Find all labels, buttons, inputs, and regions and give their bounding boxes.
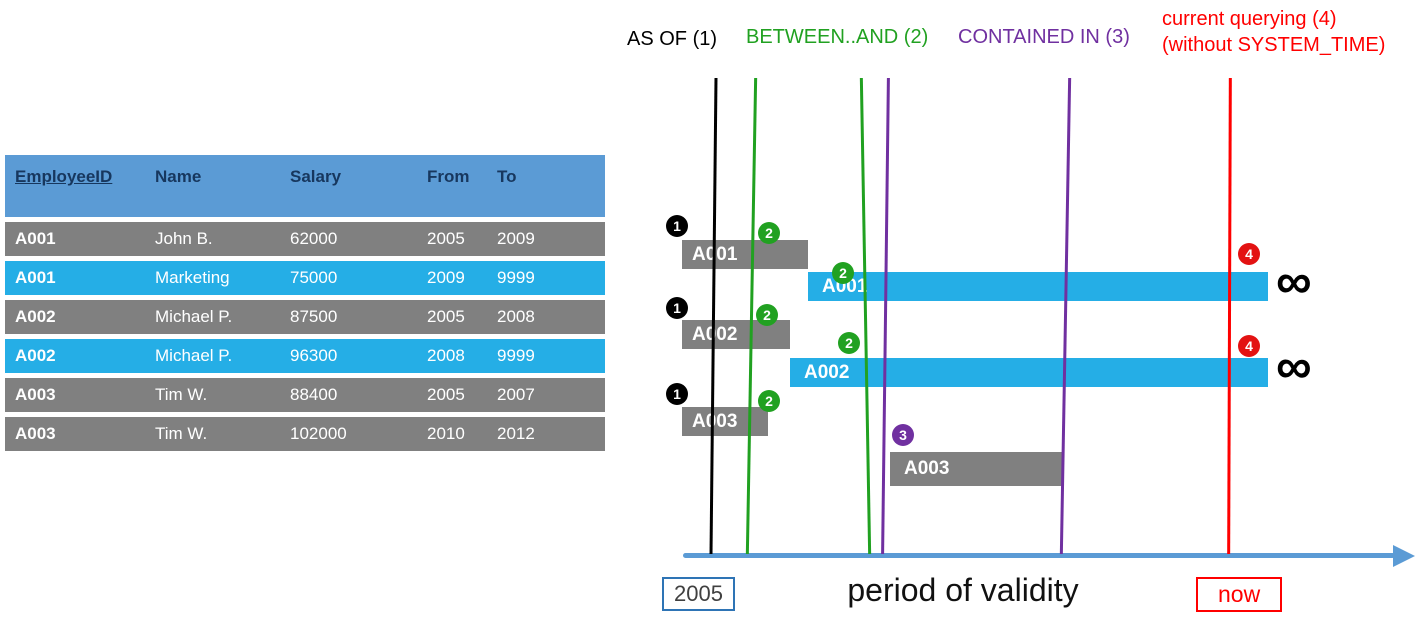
table-row: A001 Marketing 75000 2009 9999 bbox=[5, 261, 605, 295]
employee-history-table-panel: EmployeeID Name Salary From To A001 John… bbox=[5, 150, 605, 456]
contained-end-line bbox=[1059, 78, 1072, 554]
validity-bar-a002-current: A002 bbox=[790, 358, 1268, 387]
cell-employeeid: A003 bbox=[5, 417, 145, 451]
marker-1-as-of: 1 bbox=[666, 383, 688, 405]
column-header-employeeid: EmployeeID bbox=[5, 155, 145, 217]
now-line bbox=[1227, 77, 1232, 555]
bar-label: A001 bbox=[682, 244, 737, 266]
validity-bar-a003-history-2: A003 bbox=[890, 452, 1062, 486]
cell-name: Michael P. bbox=[145, 339, 280, 373]
cell-to: 2007 bbox=[487, 378, 605, 412]
cell-name: John B. bbox=[145, 222, 280, 256]
legend-contained-in: CONTAINED IN (3) bbox=[958, 26, 1130, 48]
validity-bar-a001-history: A001 bbox=[682, 240, 808, 269]
marker-2-between: 2 bbox=[838, 332, 860, 354]
bar-label: A003 bbox=[904, 458, 950, 479]
cell-salary: 87500 bbox=[280, 300, 417, 334]
marker-4-current: 4 bbox=[1238, 335, 1260, 357]
cell-name: Tim W. bbox=[145, 417, 280, 451]
marker-4-current: 4 bbox=[1238, 243, 1260, 265]
validity-bar-a002-history: A002 bbox=[682, 320, 790, 349]
infinity-symbol: ∞ bbox=[1276, 338, 1312, 394]
legend-current-querying: current querying (4) bbox=[1162, 8, 1337, 30]
cell-to: 9999 bbox=[487, 339, 605, 373]
table-row: A003 Tim W. 88400 2005 2007 bbox=[5, 378, 605, 412]
validity-bar-a003-history-1: A003 bbox=[682, 407, 768, 436]
axis-now-label: now bbox=[1196, 577, 1283, 612]
infinity-symbol: ∞ bbox=[1276, 253, 1312, 309]
column-header-from: From bbox=[417, 155, 487, 217]
table-row: A003 Tim W. 102000 2010 2012 bbox=[5, 417, 605, 451]
marker-1-as-of: 1 bbox=[666, 297, 688, 319]
cell-to: 9999 bbox=[487, 261, 605, 295]
cell-name: Tim W. bbox=[145, 378, 280, 412]
employee-history-table: EmployeeID Name Salary From To A001 John… bbox=[5, 150, 605, 456]
bar-label: A002 bbox=[804, 361, 850, 383]
marker-1-as-of: 1 bbox=[666, 215, 688, 237]
cell-salary: 96300 bbox=[280, 339, 417, 373]
contained-start-line bbox=[881, 77, 890, 555]
cell-from: 2005 bbox=[417, 378, 487, 412]
legend-without-system-time: (without SYSTEM_TIME) bbox=[1162, 34, 1386, 56]
between-end-line bbox=[859, 78, 872, 554]
cell-salary: 75000 bbox=[280, 261, 417, 295]
time-axis-arrowhead bbox=[1393, 545, 1415, 567]
cell-name: Marketing bbox=[145, 261, 280, 295]
axis-title: period of validity bbox=[847, 572, 1079, 608]
cell-salary: 102000 bbox=[280, 417, 417, 451]
bar-label: A001 bbox=[822, 275, 868, 297]
cell-from: 2005 bbox=[417, 300, 487, 334]
cell-salary: 62000 bbox=[280, 222, 417, 256]
time-axis bbox=[683, 553, 1395, 558]
bar-label: A002 bbox=[682, 324, 737, 346]
marker-2-between: 2 bbox=[832, 262, 854, 284]
as-of-line bbox=[709, 77, 718, 555]
cell-from: 2010 bbox=[417, 417, 487, 451]
marker-2-between: 2 bbox=[756, 304, 778, 326]
column-header-salary: Salary bbox=[280, 155, 417, 217]
cell-salary: 88400 bbox=[280, 378, 417, 412]
column-header-to: To bbox=[487, 155, 605, 217]
cell-employeeid: A001 bbox=[5, 261, 145, 295]
cell-from: 2005 bbox=[417, 222, 487, 256]
marker-2-between: 2 bbox=[758, 390, 780, 412]
table-header-row: EmployeeID Name Salary From To bbox=[5, 155, 605, 217]
table-row: A002 Michael P. 87500 2005 2008 bbox=[5, 300, 605, 334]
column-header-name: Name bbox=[145, 155, 280, 217]
validity-bar-a001-current: A001 bbox=[808, 272, 1268, 301]
cell-to: 2012 bbox=[487, 417, 605, 451]
cell-from: 2008 bbox=[417, 339, 487, 373]
bar-label: A003 bbox=[692, 410, 738, 432]
cell-from: 2009 bbox=[417, 261, 487, 295]
marker-3-contained-in: 3 bbox=[892, 424, 914, 446]
cell-employeeid: A002 bbox=[5, 300, 145, 334]
marker-2-between: 2 bbox=[758, 222, 780, 244]
cell-name: Michael P. bbox=[145, 300, 280, 334]
cell-to: 2008 bbox=[487, 300, 605, 334]
cell-to: 2009 bbox=[487, 222, 605, 256]
table-row: A001 John B. 62000 2005 2009 bbox=[5, 222, 605, 256]
axis-start-year: 2005 bbox=[662, 577, 735, 611]
cell-employeeid: A003 bbox=[5, 378, 145, 412]
legend-as-of: AS OF (1) bbox=[627, 28, 718, 50]
legend-between-and: BETWEEN..AND (2) bbox=[746, 26, 929, 48]
table-row: A002 Michael P. 96300 2008 9999 bbox=[5, 339, 605, 373]
cell-employeeid: A001 bbox=[5, 222, 145, 256]
cell-employeeid: A002 bbox=[5, 339, 145, 373]
